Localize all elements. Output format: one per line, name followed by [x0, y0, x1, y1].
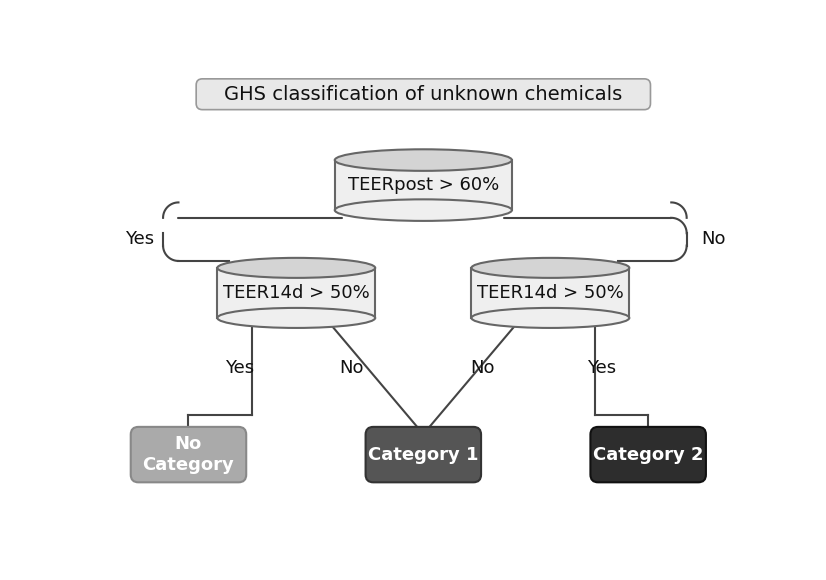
Ellipse shape — [472, 258, 629, 278]
Ellipse shape — [217, 258, 375, 278]
Text: No: No — [701, 230, 726, 248]
Text: Category 2: Category 2 — [593, 445, 704, 463]
Text: No: No — [339, 358, 364, 376]
Text: TEER14d > 50%: TEER14d > 50% — [223, 284, 370, 302]
Text: TEERpost > 60%: TEERpost > 60% — [348, 176, 499, 194]
Ellipse shape — [335, 200, 512, 221]
Text: Yes: Yes — [225, 358, 254, 376]
Text: GHS classification of unknown chemicals: GHS classification of unknown chemicals — [224, 85, 623, 104]
Text: Yes: Yes — [587, 358, 616, 376]
Polygon shape — [335, 160, 512, 210]
FancyBboxPatch shape — [197, 79, 651, 110]
FancyBboxPatch shape — [366, 427, 481, 483]
Polygon shape — [472, 268, 629, 318]
Text: No: No — [470, 358, 495, 376]
FancyBboxPatch shape — [131, 427, 246, 483]
Ellipse shape — [217, 308, 375, 328]
Ellipse shape — [335, 149, 512, 171]
Text: Category 1: Category 1 — [368, 445, 478, 463]
Text: TEER14d > 50%: TEER14d > 50% — [477, 284, 624, 302]
Polygon shape — [217, 268, 375, 318]
FancyBboxPatch shape — [591, 427, 706, 483]
Text: Yes: Yes — [126, 230, 154, 248]
Text: No
Category: No Category — [143, 435, 235, 474]
Ellipse shape — [472, 308, 629, 328]
